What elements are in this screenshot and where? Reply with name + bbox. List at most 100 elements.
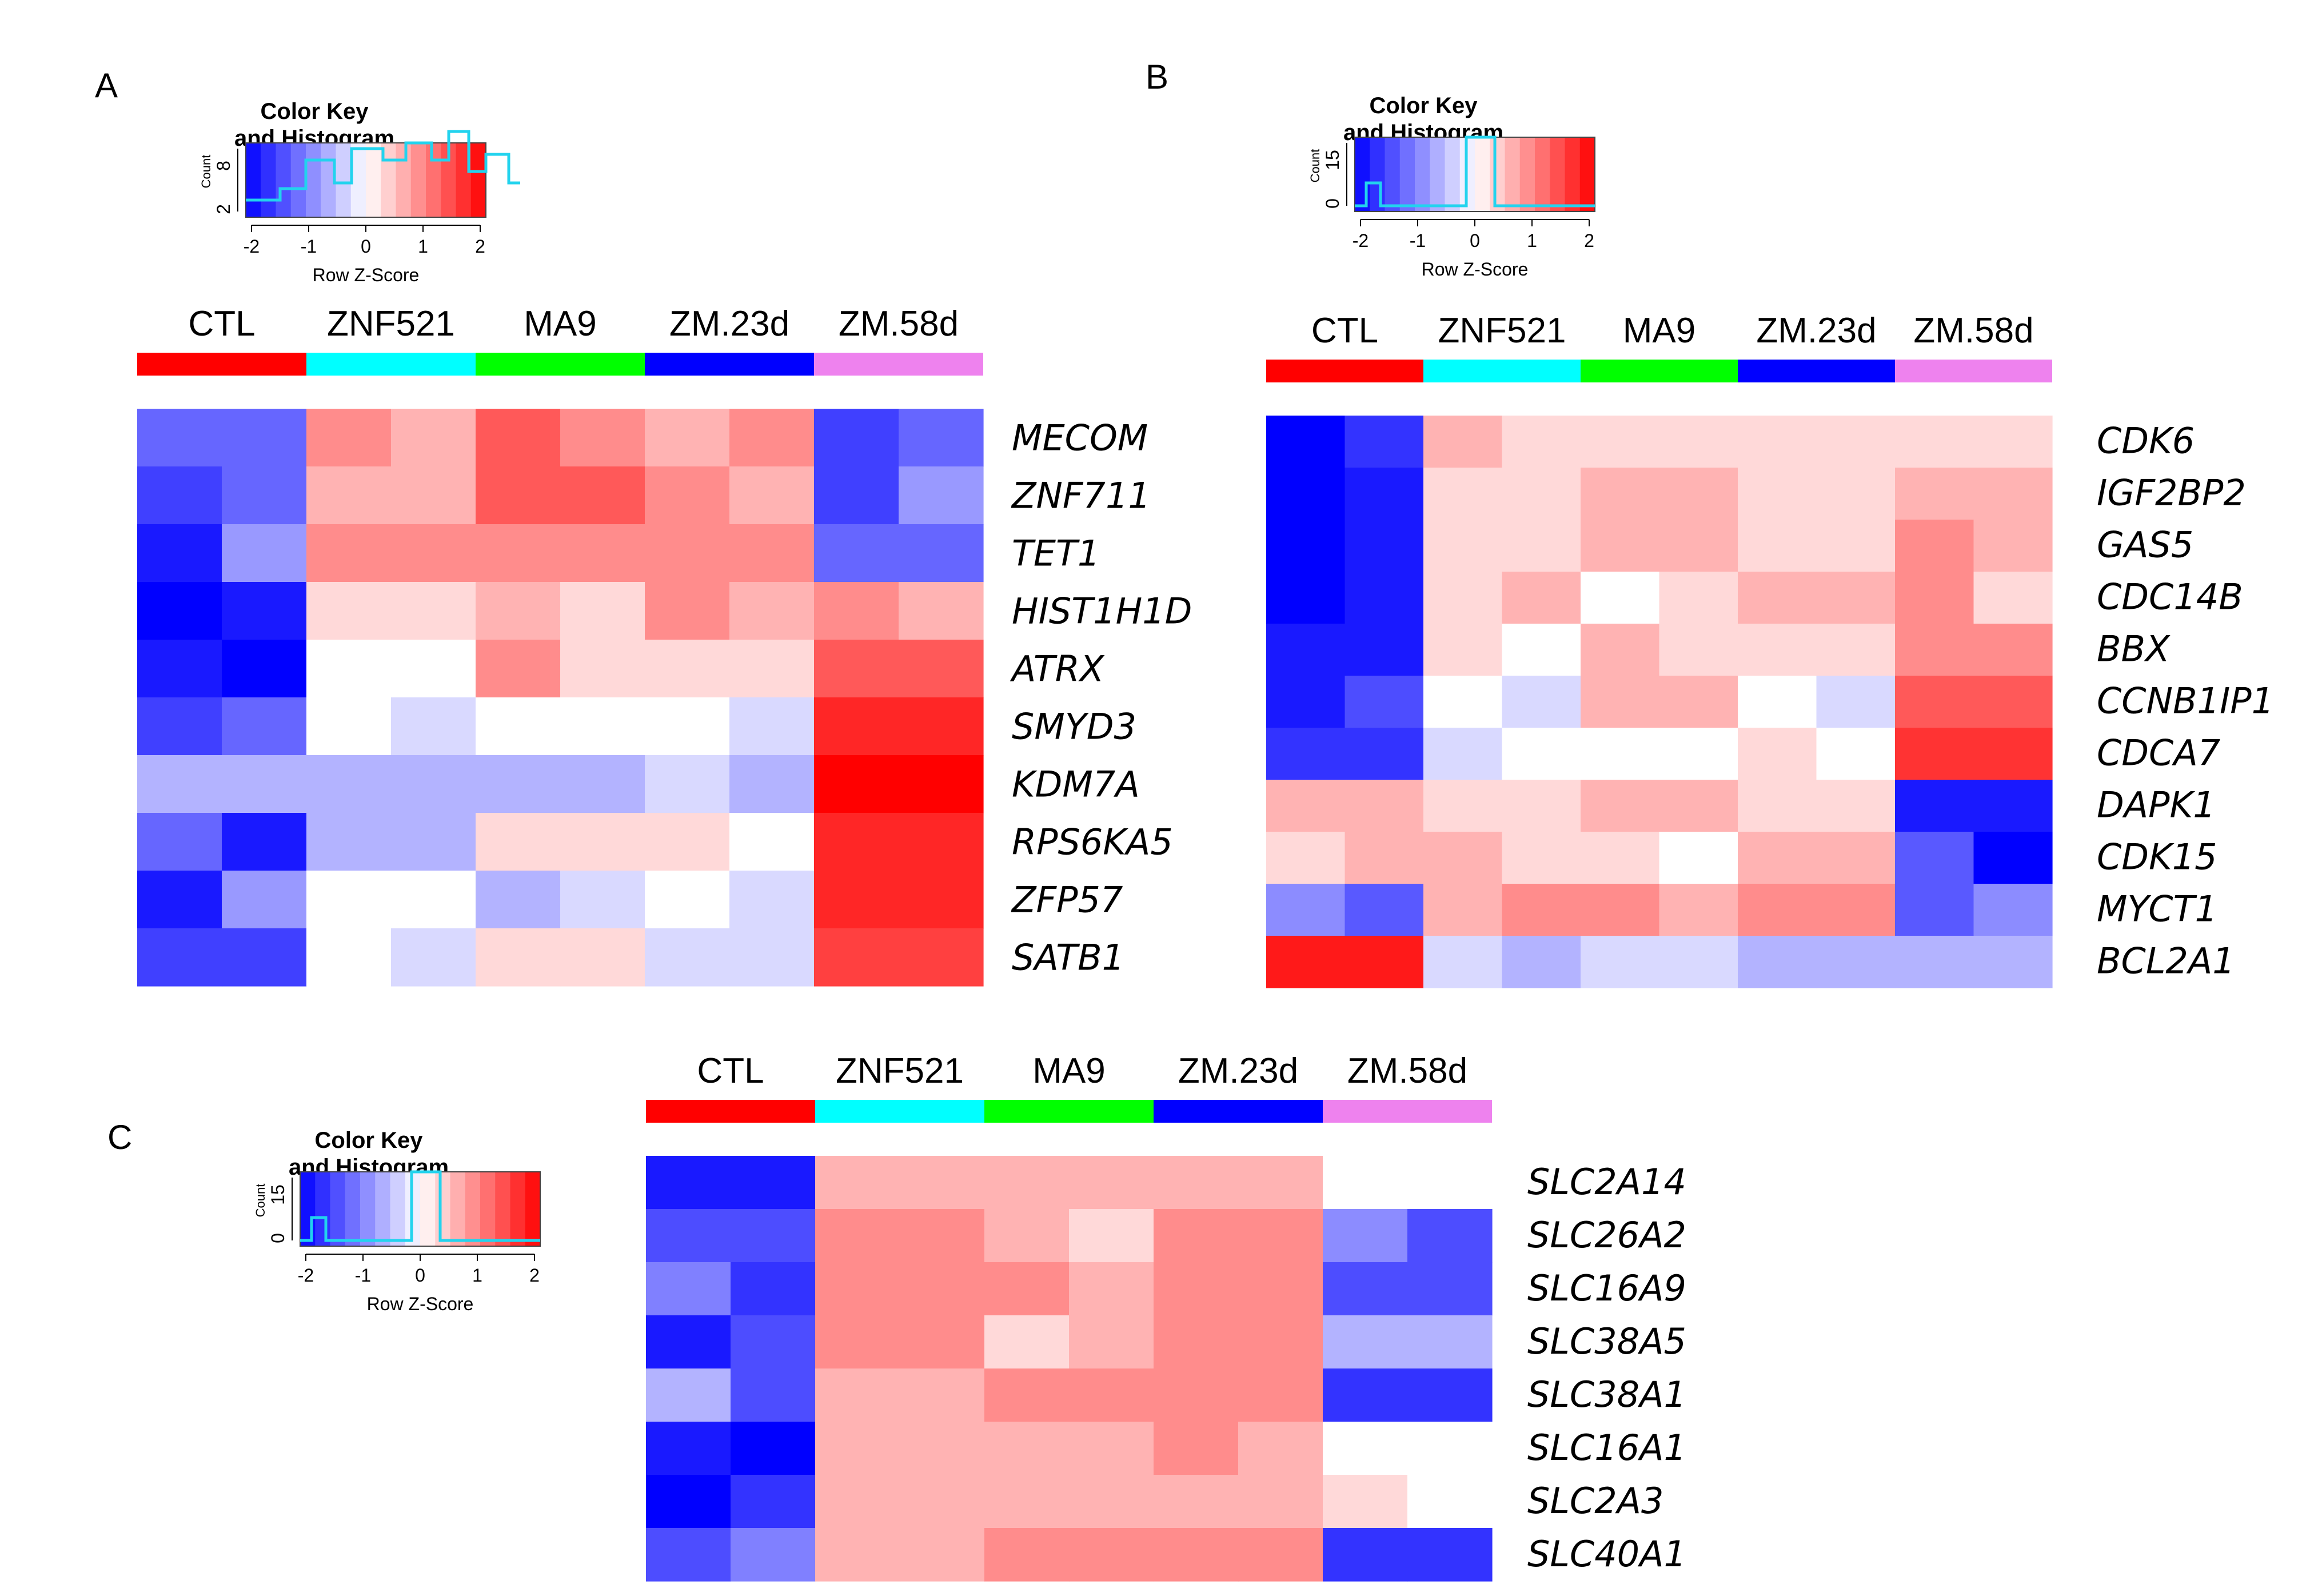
color-key-swatch — [1519, 137, 1535, 212]
heatmap-cell — [560, 640, 645, 698]
heatmap-cell — [1973, 832, 2053, 884]
heatmap-cell — [1895, 416, 1974, 468]
color-key-swatch — [1399, 137, 1415, 212]
heatmap-cell — [137, 640, 222, 698]
heatmap-cell — [560, 409, 645, 467]
heatmap-cell — [1323, 1475, 1408, 1529]
color-key-swatch — [480, 1172, 496, 1246]
heatmap-cell — [1973, 520, 2053, 572]
heatmap-cell — [646, 1156, 731, 1210]
group-label: CTL — [697, 1051, 764, 1091]
gene-label: CDC14B — [2097, 576, 2243, 618]
color-key-swatch — [375, 1172, 390, 1246]
group-color-bar — [476, 353, 645, 376]
color-key-tick-label: 0 — [1470, 230, 1480, 251]
heatmap-cell — [1423, 624, 1503, 676]
heatmap-cell — [1407, 1475, 1493, 1529]
heatmap-cell — [1238, 1156, 1323, 1210]
gene-label: BCL2A1 — [2097, 940, 2235, 982]
gene-label: MYCT1 — [2097, 888, 2217, 930]
gene-label: SLC26A2 — [1527, 1214, 1686, 1256]
heatmap-cell — [1895, 780, 1974, 832]
heatmap-cell — [899, 928, 984, 987]
heatmap-cell — [1581, 832, 1660, 884]
heatmap-cell — [476, 409, 561, 467]
heatmap-cell — [391, 466, 476, 525]
color-key-swatch — [450, 1172, 466, 1246]
heatmap-cell — [1816, 780, 1896, 832]
gene-label: CCNB1IP1 — [2097, 680, 2274, 722]
heatmap-cell — [729, 928, 815, 987]
group-color-bar — [814, 353, 983, 376]
heatmap-cell — [646, 1315, 731, 1369]
heatmap-cell — [815, 1475, 900, 1529]
color-key-swatch — [1430, 137, 1445, 212]
heatmap-cell — [391, 582, 476, 640]
heatmap-cell — [1895, 676, 1974, 728]
color-key-xlabel: Row Z-Score — [367, 1294, 474, 1314]
heatmap-cell — [476, 813, 561, 871]
heatmap-cell — [1816, 520, 1896, 572]
heatmap-cell — [560, 524, 645, 582]
color-key-tick-label: -2 — [1353, 230, 1369, 251]
color-key-swatch — [1370, 137, 1385, 212]
gene-label: CDK15 — [2097, 836, 2217, 878]
heatmap-cell — [1344, 780, 1424, 832]
heatmap-cell — [645, 409, 730, 467]
heatmap-cell — [1323, 1528, 1408, 1582]
color-key-frame — [245, 142, 486, 218]
heatmap-cell — [1973, 676, 2053, 728]
heatmap-cell — [1895, 572, 1974, 624]
heatmap-cell — [729, 524, 815, 582]
heatmap-cell — [1266, 676, 1346, 728]
heatmap-cell — [1154, 1209, 1239, 1263]
heatmap-cell — [1502, 780, 1581, 832]
heatmap-cell — [137, 697, 222, 756]
heatmap-cell — [731, 1368, 816, 1422]
gene-label: SLC16A1 — [1527, 1427, 1686, 1469]
heatmap-cell — [900, 1475, 985, 1529]
heatmap-cell — [222, 928, 307, 987]
color-key-swatch — [1535, 137, 1550, 212]
heatmap-cell — [1738, 832, 1817, 884]
heatmap-cell — [1895, 520, 1974, 572]
heatmap-cell — [306, 928, 392, 987]
color-key-count-tick: 8 — [213, 161, 234, 171]
heatmap-cell — [560, 582, 645, 640]
heatmap-cell — [1502, 884, 1581, 936]
color-key-tick-label: -1 — [355, 1265, 371, 1286]
heatmap-cell — [814, 755, 899, 813]
color-key-swatch — [360, 1172, 376, 1246]
heatmap-cell — [814, 871, 899, 929]
heatmap-cell — [1266, 572, 1346, 624]
heatmap-cell — [1423, 468, 1503, 520]
heatmap-cell — [1238, 1422, 1323, 1475]
heatmap-cell — [1069, 1156, 1154, 1210]
heatmap-cell — [645, 755, 730, 813]
color-key-swatch — [410, 143, 426, 217]
heatmap-cell — [1266, 936, 1346, 988]
heatmap-cell — [899, 755, 984, 813]
heatmap-cell — [1238, 1315, 1323, 1369]
heatmap-cell — [984, 1209, 1070, 1263]
heatmap-cell — [476, 697, 561, 756]
heatmap-cell — [729, 871, 815, 929]
heatmap-cell — [729, 582, 815, 640]
heatmap-cell — [1816, 832, 1896, 884]
gene-label: IGF2BP2 — [2097, 472, 2246, 514]
gene-label: ATRX — [1010, 648, 1105, 690]
group-color-bar — [984, 1100, 1154, 1123]
gene-label: SLC2A3 — [1527, 1480, 1664, 1522]
heatmap-cell — [1266, 416, 1346, 468]
color-key-swatch — [1445, 137, 1461, 212]
heatmap-cell — [1154, 1315, 1239, 1369]
heatmap-cell — [306, 697, 392, 756]
heatmap-cell — [731, 1262, 816, 1316]
heatmap-cell — [1816, 884, 1896, 936]
heatmap-cell — [306, 582, 392, 640]
group-color-bar — [646, 1100, 815, 1123]
heatmap-cell — [900, 1528, 985, 1582]
heatmap-cell — [476, 582, 561, 640]
heatmap-cell — [1581, 520, 1660, 572]
